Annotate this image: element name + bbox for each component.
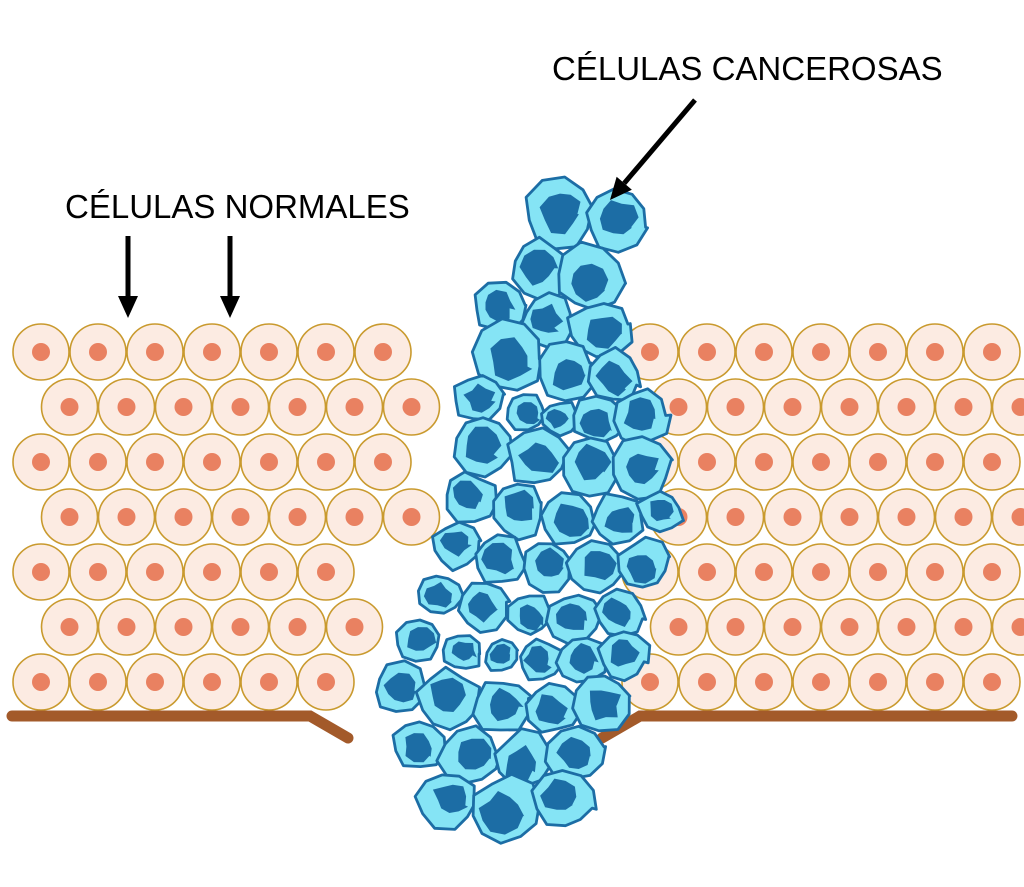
normal-cell-nucleus [89, 563, 107, 581]
normal-cell-nucleus [898, 618, 916, 636]
normal-cell-nucleus [926, 673, 944, 691]
normal-cell-nucleus [203, 453, 221, 471]
normal-cell-nucleus [203, 673, 221, 691]
normal-cell-nucleus [784, 618, 802, 636]
normal-cell-nucleus [955, 398, 973, 416]
normal-cell-nucleus [698, 453, 716, 471]
normal-cell-nucleus [755, 563, 773, 581]
normal-cell-nucleus [146, 563, 164, 581]
label-normal-cells: CÉLULAS NORMALES [65, 188, 410, 225]
normal-cell-nucleus [175, 618, 193, 636]
normal-cell-nucleus [841, 398, 859, 416]
membrane-right [602, 716, 1012, 738]
normal-cell-nucleus [374, 343, 392, 361]
normal-cell-nucleus [403, 508, 421, 526]
normal-cell-nucleus [983, 673, 1001, 691]
normal-cell-nucleus [317, 673, 335, 691]
normal-tissue-left [13, 324, 440, 710]
normal-cell-nucleus [955, 618, 973, 636]
normal-cell-nucleus [61, 508, 79, 526]
normal-cell-nucleus [812, 673, 830, 691]
normal-cell-nucleus [812, 453, 830, 471]
normal-cell-nucleus [926, 453, 944, 471]
arrow-head [220, 296, 240, 318]
normal-cell-nucleus [698, 563, 716, 581]
normal-cell-nucleus [841, 618, 859, 636]
normal-cell-nucleus [32, 673, 50, 691]
normal-cell-nucleus [670, 618, 688, 636]
normal-cell-nucleus [346, 618, 364, 636]
normal-cell-nucleus [32, 343, 50, 361]
cell-diagram: CÉLULAS NORMALES CÉLULAS CANCEROSAS [0, 0, 1024, 887]
normal-cell-nucleus [841, 508, 859, 526]
normal-cell-nucleus [260, 673, 278, 691]
normal-cell-nucleus [118, 398, 136, 416]
normal-cell-nucleus [755, 343, 773, 361]
normal-cell-nucleus [232, 618, 250, 636]
normal-cell-nucleus [289, 508, 307, 526]
normal-cell-nucleus [260, 343, 278, 361]
normal-cell-nucleus [983, 343, 1001, 361]
normal-cell-nucleus [755, 453, 773, 471]
normal-cell-nucleus [926, 563, 944, 581]
normal-cell-nucleus [898, 398, 916, 416]
normal-cell-nucleus [755, 673, 773, 691]
normal-cell-nucleus [203, 343, 221, 361]
normal-cell-nucleus [869, 563, 887, 581]
normal-cell-nucleus [955, 508, 973, 526]
normal-cell-nucleus [784, 508, 802, 526]
normal-cell-nucleus [175, 508, 193, 526]
normal-cell-nucleus [926, 343, 944, 361]
normal-cell-nucleus [983, 563, 1001, 581]
normal-cell-nucleus [869, 343, 887, 361]
normal-cell-nucleus [641, 343, 659, 361]
normal-cell-nucleus [89, 343, 107, 361]
normal-cell-nucleus [812, 563, 830, 581]
normal-cell-nucleus [146, 673, 164, 691]
normal-cell-nucleus [260, 563, 278, 581]
normal-cell-nucleus [670, 398, 688, 416]
normal-cell-nucleus [403, 398, 421, 416]
normal-cell-nucleus [89, 453, 107, 471]
normal-cell-nucleus [346, 508, 364, 526]
normal-cell-nucleus [89, 673, 107, 691]
normal-cell-nucleus [317, 343, 335, 361]
normal-cell-nucleus [869, 453, 887, 471]
arrow-head [118, 296, 138, 318]
normal-cell-nucleus [175, 398, 193, 416]
normal-cell-nucleus [983, 453, 1001, 471]
normal-cell-nucleus [232, 508, 250, 526]
normal-cell-nucleus [232, 398, 250, 416]
normal-cell-nucleus [727, 398, 745, 416]
normal-cell-nucleus [641, 673, 659, 691]
normal-cell-nucleus [61, 398, 79, 416]
normal-cell-nucleus [146, 453, 164, 471]
normal-cell-nucleus [812, 343, 830, 361]
normal-cell-nucleus [698, 343, 716, 361]
cancer-cell-nucleus [590, 691, 621, 721]
normal-cell-nucleus [118, 508, 136, 526]
normal-cell-nucleus [869, 673, 887, 691]
normal-cell-nucleus [289, 618, 307, 636]
normal-cell-nucleus [32, 453, 50, 471]
normal-cell-nucleus [146, 343, 164, 361]
normal-cell-nucleus [346, 398, 364, 416]
normal-cell-nucleus [61, 618, 79, 636]
normal-cell-nucleus [317, 453, 335, 471]
normal-cell-nucleus [784, 398, 802, 416]
normal-cell-nucleus [203, 563, 221, 581]
normal-cell-nucleus [32, 563, 50, 581]
normal-cell-nucleus [317, 563, 335, 581]
normal-cell-nucleus [727, 618, 745, 636]
normal-cell-nucleus [260, 453, 278, 471]
membrane-left [12, 716, 348, 738]
normal-cell-nucleus [289, 398, 307, 416]
normal-cell-nucleus [898, 508, 916, 526]
normal-cell-nucleus [727, 508, 745, 526]
normal-cell-nucleus [374, 453, 392, 471]
arrow-shaft [624, 100, 695, 183]
label-cancer-cells: CÉLULAS CANCEROSAS [552, 50, 943, 87]
normal-cell-nucleus [118, 618, 136, 636]
normal-cell-nucleus [698, 673, 716, 691]
